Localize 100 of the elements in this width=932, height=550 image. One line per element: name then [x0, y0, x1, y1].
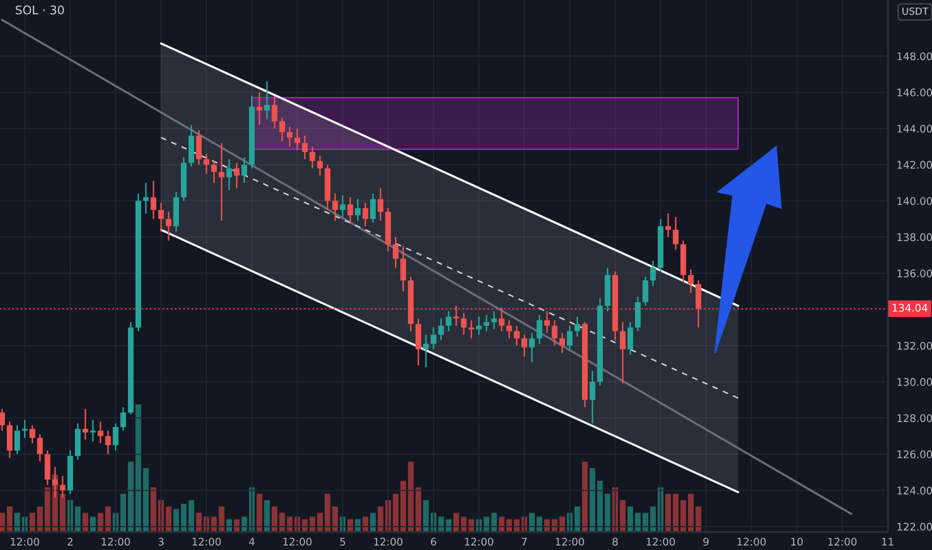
candlestick — [279, 116, 285, 142]
candlestick — [241, 156, 248, 184]
x-tick-label: 10 — [791, 538, 803, 546]
y-tick-label: 146.00 — [897, 88, 932, 96]
x-tick-label: 2 — [68, 538, 72, 546]
candlestick — [392, 236, 398, 269]
candlestick — [98, 420, 104, 444]
candlestick — [620, 321, 626, 384]
candlestick — [226, 158, 232, 191]
candlestick — [264, 80, 270, 120]
bar — [688, 494, 694, 532]
candlestick — [650, 260, 656, 287]
y-tick-label: 138.00 — [897, 233, 932, 242]
candlestick — [378, 187, 384, 222]
candlestick — [317, 154, 323, 176]
candlestick — [340, 194, 346, 218]
candlestick — [438, 318, 444, 341]
x-tick-label: 3 — [158, 538, 164, 546]
candlestick — [302, 135, 308, 160]
x-tick-label: 12:00 — [465, 538, 494, 546]
bar — [544, 519, 550, 532]
candlestick — [453, 305, 460, 326]
x-tick-label: 11 — [882, 538, 894, 546]
candlestick — [590, 370, 596, 424]
candlestick — [491, 310, 497, 330]
x-tick-label: 12:00 — [828, 538, 857, 546]
bar — [143, 468, 149, 532]
candlestick — [529, 332, 535, 363]
bar — [370, 512, 376, 532]
bar — [120, 494, 126, 532]
y-tick-label: 132.00 — [897, 342, 932, 350]
candlestick — [37, 434, 43, 462]
y-tick-label: 128.00 — [897, 414, 932, 422]
candlestick — [294, 128, 300, 151]
y-tick-label: 140.00 — [897, 197, 932, 205]
bar — [672, 494, 679, 532]
bar — [582, 462, 588, 532]
candlestick — [166, 211, 172, 242]
x-tick-label: 8 — [612, 538, 618, 546]
candlestick — [430, 326, 436, 350]
x-tick-label: 7 — [522, 538, 527, 546]
x-tick-label: 12:00 — [102, 538, 130, 546]
candlestick — [460, 312, 467, 336]
candlestick — [544, 310, 550, 334]
x-tick-label: 12:00 — [556, 538, 584, 546]
candlestick — [347, 196, 354, 224]
candlestick — [30, 424, 36, 444]
x-tick-label: 6 — [430, 538, 436, 546]
x-tick-label: 12:00 — [10, 538, 40, 546]
x-tick-label: 12:00 — [283, 538, 312, 546]
candlestick — [158, 202, 164, 232]
candlestick — [559, 332, 566, 354]
candlestick — [310, 146, 316, 169]
candlestick — [400, 245, 406, 292]
candlestick — [143, 182, 149, 214]
candlestick — [354, 198, 361, 222]
y-tick-label: 124.00 — [897, 486, 932, 494]
candlestick — [627, 321, 634, 356]
chart-title: SOL · 30 — [16, 5, 64, 14]
candlestick — [112, 422, 118, 452]
bar — [620, 500, 626, 532]
candlestick — [234, 162, 240, 189]
x-tick-label: 9 — [703, 538, 709, 546]
candlestick — [484, 314, 490, 332]
candlestick — [362, 202, 368, 227]
y-tick-label: 122.00 — [897, 522, 932, 531]
y-tick-label: 142.00 — [897, 160, 932, 169]
candlestick — [423, 334, 429, 368]
candlestick — [665, 212, 671, 238]
candlestick — [82, 408, 88, 440]
bar — [416, 487, 422, 532]
candlestick — [196, 130, 202, 166]
candlestick — [272, 95, 278, 130]
bar — [188, 500, 194, 532]
bar — [272, 506, 278, 532]
candlestick — [468, 320, 474, 340]
bar — [264, 500, 270, 532]
x-tick-label: 4 — [249, 538, 255, 546]
candlestick — [521, 334, 528, 358]
y-tick-label: 144.00 — [897, 124, 932, 133]
ref-line-label: 134.04 — [892, 304, 928, 312]
candlestick — [286, 126, 293, 148]
x-tick-label: 12:00 — [192, 538, 221, 546]
candlestick — [370, 192, 376, 224]
bar — [128, 462, 134, 532]
candlestick — [672, 216, 679, 250]
candlestick — [498, 306, 504, 332]
candlestick — [218, 142, 224, 222]
candlestick — [0, 408, 5, 432]
bar — [665, 494, 671, 532]
candlestick — [506, 320, 512, 340]
y-tick-label: 136.00 — [897, 269, 932, 278]
y-tick-label: 130.00 — [897, 378, 932, 386]
candlestick — [552, 320, 558, 346]
candlestick — [446, 310, 452, 332]
bar — [392, 494, 398, 532]
y-tick-label: 148.00 — [897, 52, 932, 60]
bar — [180, 504, 187, 532]
x-tick-label: 5 — [340, 538, 346, 546]
bar — [0, 512, 5, 532]
